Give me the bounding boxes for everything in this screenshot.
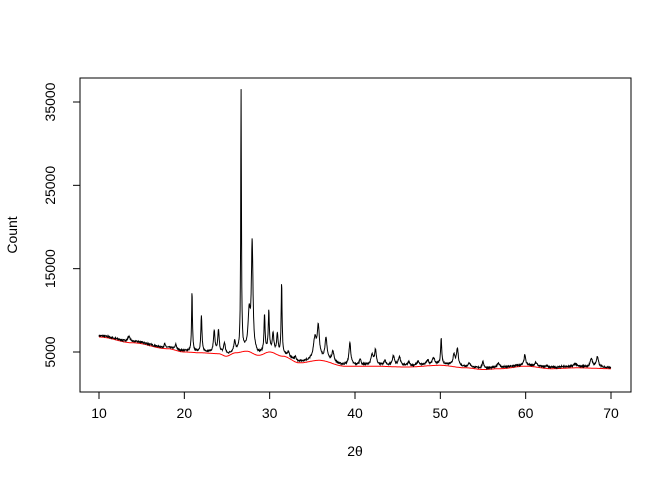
x-tick-label: 50 [433, 405, 449, 421]
x-tick-label: 40 [347, 405, 363, 421]
x-tick-label: 60 [518, 405, 534, 421]
pattern-line [98, 89, 612, 371]
y-axis-label: Count [4, 216, 20, 253]
y-axis: 5000 15000 25000 35000 [42, 82, 81, 368]
x-tick-label: 70 [603, 405, 619, 421]
x-tick-label: 20 [177, 405, 193, 421]
y-tick-label: 5000 [42, 336, 58, 367]
y-tick-label: 15000 [42, 249, 58, 288]
y-tick-label: 35000 [42, 82, 58, 121]
x-axis: 10 20 30 40 50 60 70 [91, 391, 619, 421]
plot-frame [79, 77, 632, 393]
x-axis-label: 2θ [347, 443, 363, 459]
y-tick-label: 25000 [42, 166, 58, 205]
x-tick-label: 30 [262, 405, 278, 421]
background-fit-line [99, 336, 611, 370]
x-tick-label: 10 [91, 405, 107, 421]
